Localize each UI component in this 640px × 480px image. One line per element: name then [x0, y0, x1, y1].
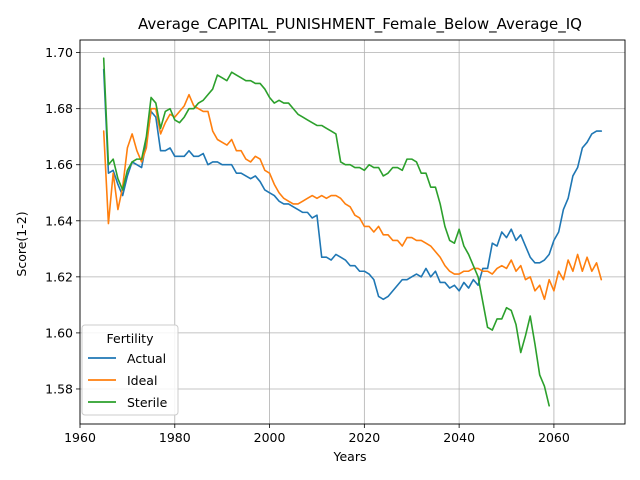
legend-label-ideal: Ideal: [127, 373, 157, 388]
series-line-ideal: [102, 93, 603, 301]
y-tick-label: 1.60: [45, 325, 73, 340]
series-lines: [102, 57, 603, 407]
plot-area-frame: [79, 39, 626, 425]
axis-ticks: 1960 1980 2000 2020 2040 2060 1.58 1.60 1.62 1.64…: [45, 45, 570, 445]
legend-label-sterile: Sterile: [127, 395, 168, 410]
y-tick-label: 1.62: [45, 269, 73, 284]
x-tick-label: 1980: [159, 430, 191, 445]
y-tick-label: 1.66: [45, 157, 73, 172]
x-axis-title: Years: [333, 449, 367, 464]
x-tick-label: 2000: [254, 430, 286, 445]
y-tick-label: 1.64: [45, 213, 73, 228]
legend-box: [81, 324, 179, 416]
legend: Fertility Actual Ideal Sterile: [81, 324, 179, 416]
y-tick-label: 1.70: [45, 45, 73, 60]
y-tick-label: 1.68: [45, 101, 73, 116]
legend-title: Fertility: [107, 331, 155, 346]
series-line-actual: [102, 68, 603, 301]
x-tick-label: 2020: [348, 430, 380, 445]
series-line-sterile: [102, 57, 550, 407]
x-tick-label: 2060: [538, 430, 570, 445]
y-tick-label: 1.58: [45, 381, 73, 396]
y-axis-title: Score(1-2): [14, 211, 29, 276]
x-tick-label: 1960: [64, 430, 96, 445]
x-tick-label: 2040: [443, 430, 475, 445]
chart-title: Average_CAPITAL_PUNISHMENT_Female_Below_…: [138, 15, 582, 34]
legend-label-actual: Actual: [127, 351, 166, 366]
